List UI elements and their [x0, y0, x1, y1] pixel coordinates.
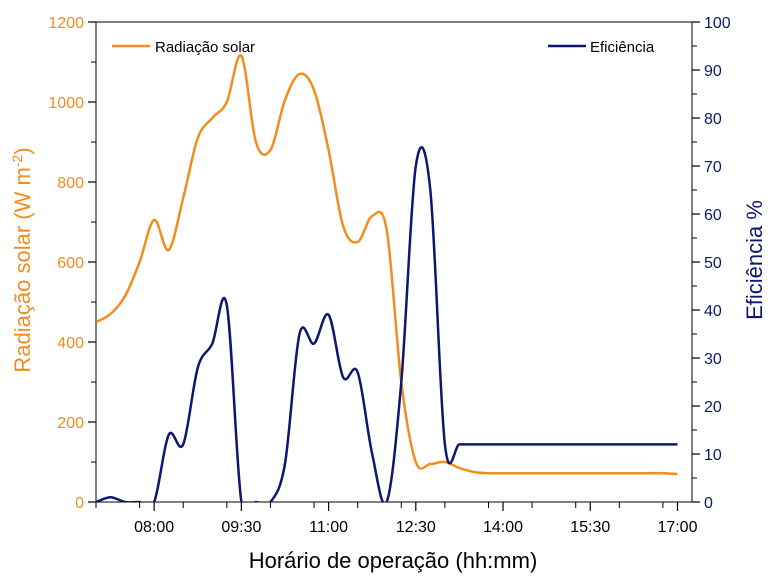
left-y-tick-label: 200 [57, 415, 84, 432]
right-y-axis-ticks: 0 10 20 30 40 50 60 70 80 90 100 [692, 15, 731, 512]
x-tick-label: 12:30 [396, 519, 436, 536]
x-tick-label: 14:00 [483, 519, 523, 536]
x-tick-label: 09:30 [221, 519, 261, 536]
right-y-tick-label: 10 [704, 447, 722, 464]
left-y-tick-label: 1200 [48, 15, 84, 32]
legend-eficiencia-label: Eficiência [590, 39, 655, 56]
x-tick-label: 17:00 [657, 519, 697, 536]
x-tick-label: 15:30 [570, 519, 610, 536]
legend-radiacao-label: Radiação solar [155, 39, 255, 56]
right-y-tick-label: 70 [704, 159, 722, 176]
right-y-tick-label: 30 [704, 351, 722, 368]
right-y-axis-title: Eficiência % [742, 200, 767, 320]
radiacao-solar-line [96, 54, 678, 476]
left-y-tick-label: 0 [75, 495, 84, 512]
right-y-tick-label: 80 [704, 111, 722, 128]
eficiencia-line [96, 146, 678, 502]
x-axis-title: Horário de operação (hh:mm) [249, 548, 538, 573]
right-y-tick-label: 40 [704, 303, 722, 320]
left-y-tick-label: 600 [57, 255, 84, 272]
left-y-axis-title-end: ) [10, 147, 35, 154]
right-y-tick-label: 20 [704, 399, 722, 416]
left-y-axis-title-sup: -2 [9, 155, 25, 168]
plot-frame [95, 21, 693, 503]
right-y-tick-label: 90 [704, 63, 722, 80]
left-y-tick-label: 1000 [48, 95, 84, 112]
left-y-axis-ticks: 0 200 400 600 800 1000 1200 [48, 15, 96, 512]
left-y-axis-title-main: Radiação solar (W m [10, 167, 35, 372]
x-tick-label: 08:00 [134, 519, 174, 536]
legend-eficiencia: Eficiência [548, 39, 655, 56]
right-y-tick-label: 60 [704, 207, 722, 224]
left-y-tick-label: 800 [57, 175, 84, 192]
series-lines [96, 54, 678, 502]
legend-radiacao: Radiação solar [112, 39, 255, 56]
x-tick-label: 11:00 [309, 519, 348, 536]
right-y-tick-label: 100 [704, 15, 731, 32]
right-y-tick-label: 50 [704, 255, 722, 272]
right-y-tick-label: 0 [704, 495, 713, 512]
left-y-tick-label: 400 [57, 335, 84, 352]
x-axis-ticks: 08:00 09:30 11:00 12:30 14:00 15:30 17:00 [95, 502, 698, 536]
left-y-axis-title: Radiação solar (W m-2) [9, 147, 35, 372]
